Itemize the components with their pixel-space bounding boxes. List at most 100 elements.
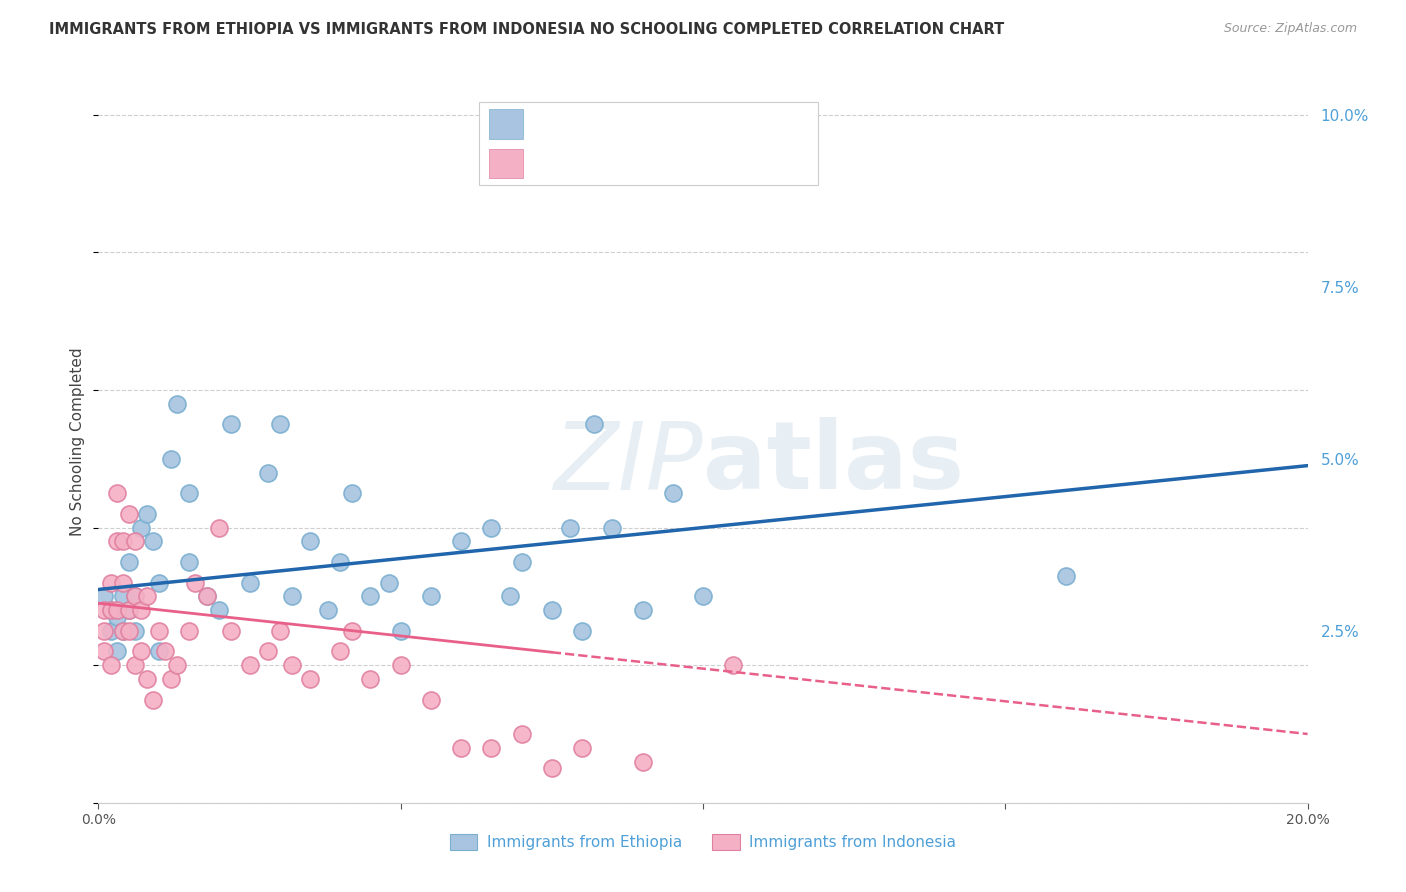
Point [269,624,291,638]
Point [129,520,152,534]
Point [239,575,262,590]
Point [111,624,134,638]
Point [329,555,352,569]
Point [631,603,654,617]
Point [105,534,128,549]
Point [450,534,472,549]
Point [360,590,382,604]
Point [148,624,170,638]
Point [111,534,134,549]
Point [93,603,115,617]
Point [105,644,128,658]
Point [281,590,304,604]
Point [105,603,128,617]
Point [135,590,157,604]
Point [239,658,262,673]
Point [105,610,128,624]
Point [142,692,165,706]
Point [118,603,141,617]
Point [105,486,128,500]
Point [389,658,412,673]
Point [153,644,176,658]
Point [179,555,201,569]
Point [93,644,115,658]
Point [692,590,714,604]
Point [221,624,243,638]
Point [299,534,322,549]
Point [195,590,218,604]
Text: IMMIGRANTS FROM ETHIOPIA VS IMMIGRANTS FROM INDONESIA NO SCHOOLING COMPLETED COR: IMMIGRANTS FROM ETHIOPIA VS IMMIGRANTS F… [49,22,1004,37]
Text: ZIP: ZIP [554,417,703,508]
Point [420,590,443,604]
Point [160,451,183,466]
Point [179,486,201,500]
Point [135,672,157,686]
Point [481,740,503,755]
Point [93,590,115,604]
Point [661,486,683,500]
Point [558,520,581,534]
Point [377,575,399,590]
Point [389,624,412,638]
Point [129,603,152,617]
Point [118,555,141,569]
Point [148,644,170,658]
Point [450,740,472,755]
Point [195,590,218,604]
Point [631,755,654,769]
Point [256,644,278,658]
Point [571,740,593,755]
Point [124,590,146,604]
Text: Source: ZipAtlas.com: Source: ZipAtlas.com [1223,22,1357,36]
Point [100,603,122,617]
Point [221,417,243,432]
Point [124,624,146,638]
Point [100,603,122,617]
Point [184,575,207,590]
Point [498,590,520,604]
Point [100,658,122,673]
Point [208,520,231,534]
Point [583,417,606,432]
Point [256,466,278,480]
Y-axis label: No Schooling Completed: No Schooling Completed [70,347,86,536]
Point [329,644,352,658]
Point [540,603,562,617]
Point [723,658,745,673]
Point [111,624,134,638]
Point [93,624,115,638]
Point [148,575,170,590]
Point [166,397,188,411]
Text: atlas: atlas [703,417,965,509]
Point [124,534,146,549]
Point [269,417,291,432]
Point [135,507,157,521]
Point [100,624,122,638]
Point [208,603,231,617]
Point [299,672,322,686]
Point [118,624,141,638]
Point [481,520,503,534]
Point [342,486,364,500]
Point [1054,568,1077,582]
Point [179,624,201,638]
Point [124,590,146,604]
Point [602,520,624,534]
Point [124,658,146,673]
Point [111,575,134,590]
Point [420,692,443,706]
Point [510,555,533,569]
Point [118,507,141,521]
Point [510,727,533,741]
Point [111,590,134,604]
Point [118,603,141,617]
Legend: Immigrants from Ethiopia, Immigrants from Indonesia: Immigrants from Ethiopia, Immigrants fro… [444,829,962,856]
Point [129,644,152,658]
Point [360,672,382,686]
Point [342,624,364,638]
Point [160,672,183,686]
Point [571,624,593,638]
Point [316,603,339,617]
Point [166,658,188,673]
Point [540,761,562,775]
